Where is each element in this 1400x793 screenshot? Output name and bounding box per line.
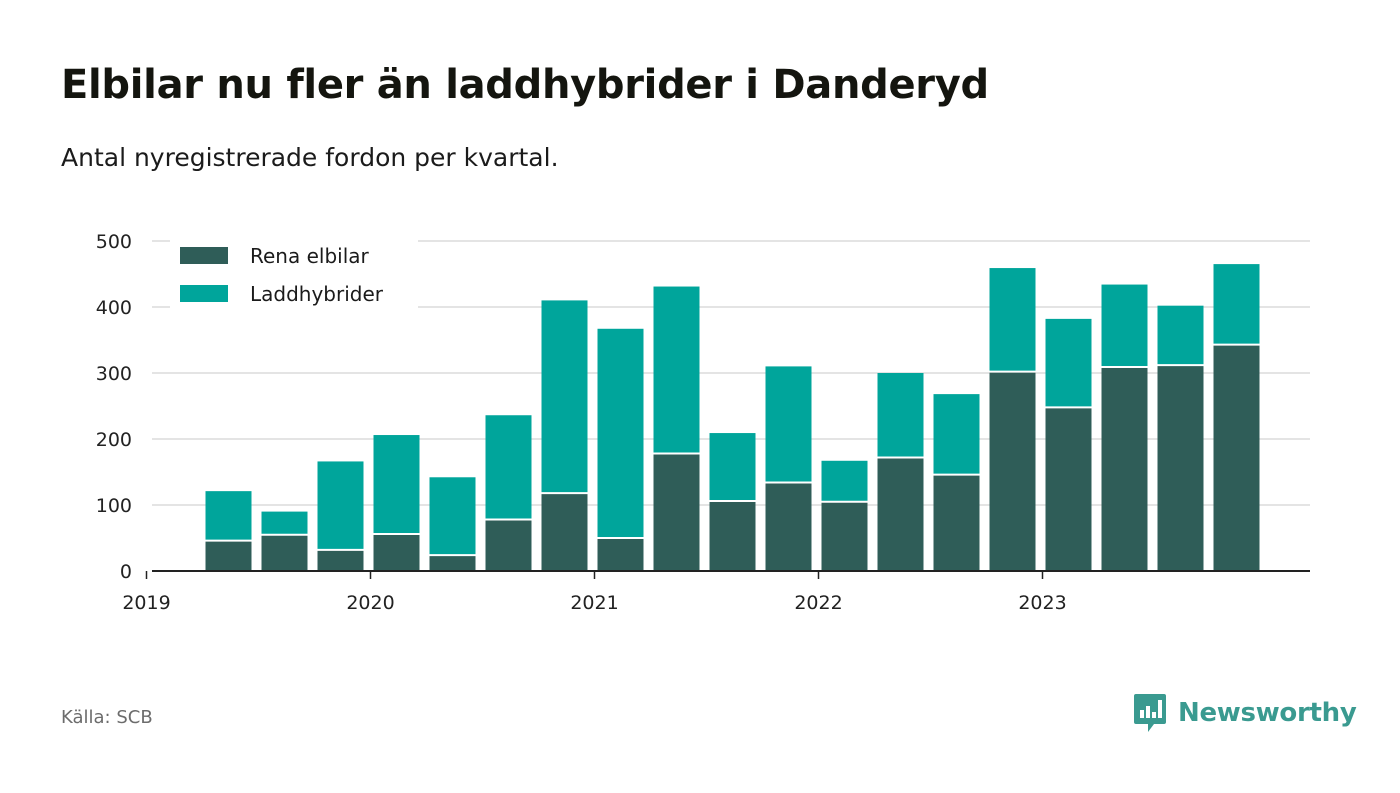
bar-laddhybrider — [653, 286, 700, 454]
bar-rena-elbilar — [933, 474, 980, 571]
legend-item-laddhybrider-swatch — [180, 285, 228, 302]
bar-rena-elbilar — [429, 555, 476, 571]
source-note: Källa: SCB — [61, 707, 153, 728]
y-tick-label-500: 500 — [96, 231, 132, 253]
bar-laddhybrider — [1045, 318, 1092, 408]
bar-laddhybrider — [933, 394, 980, 475]
bar-rena-elbilar — [317, 549, 364, 571]
bar-laddhybrider — [1101, 284, 1148, 368]
chart-title: Elbilar nu fler än laddhybrider i Dander… — [61, 62, 989, 108]
bar-laddhybrider — [597, 328, 644, 538]
bar-rena-elbilar — [597, 538, 644, 571]
y-tick-label-200: 200 — [96, 429, 132, 451]
y-tick-label-400: 400 — [96, 297, 132, 319]
bar-laddhybrider — [373, 435, 420, 535]
bar-laddhybrider — [261, 511, 308, 535]
bar-rena-elbilar — [989, 371, 1036, 571]
bar-laddhybrider — [765, 366, 812, 483]
bar-rena-elbilar — [541, 493, 588, 571]
y-tick-label-0: 0 — [120, 561, 132, 583]
bar-rena-elbilar — [821, 501, 868, 571]
bar-laddhybrider — [205, 491, 252, 541]
x-tick-label-2019: 2019 — [122, 592, 170, 614]
y-tick-label-100: 100 — [96, 495, 132, 517]
bar-rena-elbilar — [485, 519, 532, 571]
x-tick-label-2021: 2021 — [570, 592, 618, 614]
bar-rena-elbilar — [1157, 365, 1204, 571]
brand-name: Newsworthy — [1178, 698, 1357, 728]
x-tick-label-2020: 2020 — [346, 592, 394, 614]
bar-rena-elbilar — [1101, 367, 1148, 571]
bar-laddhybrider — [485, 415, 532, 520]
bars — [205, 264, 1260, 571]
brand-logo: Newsworthy — [1132, 692, 1357, 734]
bar-rena-elbilar — [653, 453, 700, 571]
bar-laddhybrider — [1157, 305, 1204, 366]
bar-laddhybrider — [317, 461, 364, 550]
legend-item-rena-elbilar-swatch — [180, 247, 228, 264]
bar-laddhybrider — [821, 460, 868, 502]
axes: 0 100 200 300 400 500 2019 2020 2021 2022 2023 — [96, 231, 1310, 614]
bar-rena-elbilar — [1045, 407, 1092, 571]
bar-laddhybrider — [989, 268, 1036, 372]
bar-rena-elbilar — [205, 540, 252, 571]
bar-laddhybrider — [709, 433, 756, 502]
bar-laddhybrider — [877, 373, 924, 458]
legend-item-laddhybrider-label: Laddhybrider — [250, 282, 384, 306]
legend: Rena elbilar Laddhybrider — [170, 236, 418, 314]
bar-rena-elbilar — [373, 534, 420, 571]
bar-rena-elbilar — [709, 501, 756, 571]
newsworthy-logo-icon — [1134, 694, 1166, 732]
chart-subtitle: Antal nyregistrerade fordon per kvartal. — [61, 143, 559, 172]
bar-laddhybrider — [541, 300, 588, 494]
x-tick-label-2022: 2022 — [794, 592, 842, 614]
bar-rena-elbilar — [877, 457, 924, 571]
x-tick-label-2023: 2023 — [1018, 592, 1066, 614]
bar-laddhybrider — [429, 477, 476, 556]
bar-rena-elbilar — [261, 534, 308, 571]
bar-laddhybrider — [1213, 264, 1260, 345]
bar-rena-elbilar — [1213, 344, 1260, 571]
y-tick-label-300: 300 — [96, 363, 132, 385]
legend-item-rena-elbilar-label: Rena elbilar — [250, 244, 370, 268]
bar-rena-elbilar — [765, 482, 812, 571]
